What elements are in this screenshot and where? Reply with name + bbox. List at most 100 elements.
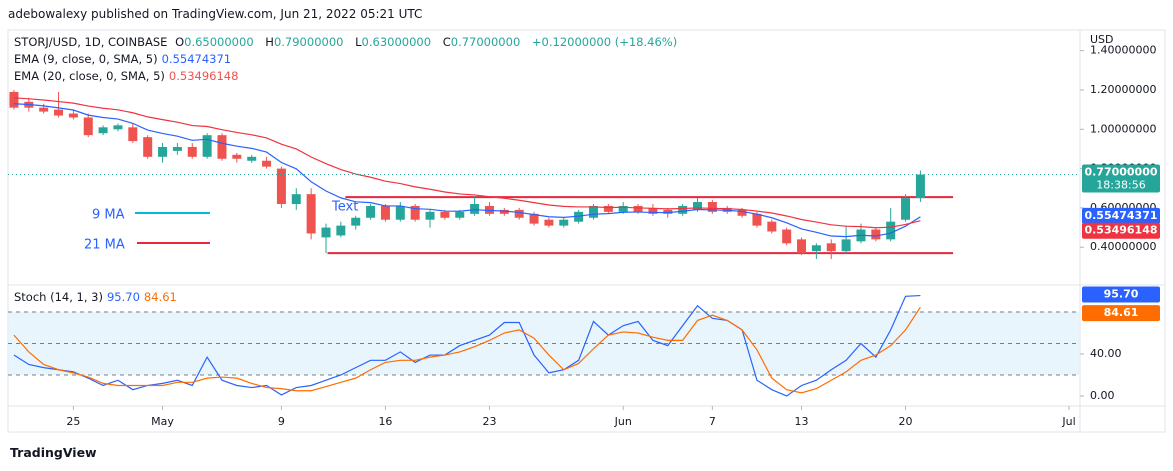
ema20-legend: EMA (20, close, 0, SMA, 5) 0.53496148 [14,69,242,83]
candle-body [128,127,138,142]
candle-body [826,243,836,252]
candle-body [499,209,509,214]
last-price-tag-bg [1082,164,1160,193]
ema-name: EMA (9, close, 0, SMA, 5) [14,52,158,66]
ohlc-key: L [355,35,362,49]
y-tick-label: 1.20000000 [1090,83,1156,96]
candle-body [544,219,554,226]
stoch-legend: Stoch (14, 1, 3) 95.70 84.61 [14,290,181,304]
candle-body [262,160,272,167]
x-tick-label: 23 [482,415,496,428]
candle-body [752,213,762,226]
x-tick-label: Jul [1061,415,1075,428]
candle-body [603,205,613,212]
ema-value: 0.55474371 [161,52,232,66]
candle-body [648,207,658,214]
candle-body [410,205,420,220]
x-tick-label: 13 [795,415,809,428]
x-tick-label: 7 [709,415,716,428]
stoch-line [13,294,921,397]
ohlc-value: 0.79000000 [273,35,344,49]
ohlc-key: O [175,35,185,49]
ohlc-l: L0.63000000 [355,35,435,49]
candle-body [351,217,361,226]
stoch-tag-bg [1082,305,1160,322]
frame [7,29,1166,433]
candle-body [247,156,257,161]
ohlc-value: 0.63000000 [361,35,432,49]
ema-value: 0.53496148 [168,69,239,83]
candle-body [9,91,19,108]
candle-body [529,213,539,224]
candle-body [380,205,390,220]
ohlc-h: H0.79000000 [265,35,347,49]
ema-name: EMA (20, close, 0, SMA, 5) [14,69,165,83]
ohlc-key: C [442,35,451,49]
stoch-tag: 84.61 [1104,306,1139,319]
candle-body [158,146,168,157]
candle-body [83,117,93,136]
candle-body [707,202,717,212]
stoch-k: 95.70 [106,290,140,304]
ema-tag-bg [1082,222,1160,239]
y-tick-label: 1.40000000 [1090,44,1156,57]
stoch-line [13,306,921,394]
candle-body [217,135,227,159]
ohlc-key: H [265,35,274,49]
x-tick-label: 20 [899,415,913,428]
candle-body [767,221,777,232]
last-price-tag-sub: 18:38:56 [1096,178,1145,191]
footer-logo: TradingView [10,445,97,460]
candle-body [782,229,792,244]
candle-body [306,194,316,234]
x-tick-label: May [151,415,174,428]
stoch-tag: 95.70 [1104,288,1139,301]
candle-body [425,211,435,220]
candle-body [172,146,182,151]
x-tick-label: 25 [66,415,80,428]
annotation-21ma: 21 MA [84,238,125,253]
x-tick-label: 9 [278,415,285,428]
candle-body [678,205,688,214]
ohlc-value: 0.65000000 [184,35,254,49]
x-tick-label: 16 [378,415,392,428]
currency: USD [1090,33,1114,46]
y-tick-label: 1.00000000 [1090,122,1156,135]
candle-body [113,125,123,130]
candle-body [811,245,821,252]
ohlc-c: C0.77000000 [443,35,525,49]
candle-body [618,205,628,212]
y-tick-label: 0.40000000 [1090,240,1156,253]
candle-body [143,137,153,157]
candle-body [187,146,197,157]
candle-body [68,113,78,118]
stoch-name: Stoch (14, 1, 3) [14,290,103,304]
stoch-d: 84.61 [143,290,177,304]
candle-body [633,205,643,212]
candle-body [737,209,747,216]
candle-body [871,229,881,240]
candle-body [514,209,524,218]
candle-body [54,109,64,116]
candle-body [395,205,405,220]
candle-body [588,205,598,218]
candle-body [455,211,465,218]
ema-tag: 0.53496148 [1084,224,1157,237]
publish-note: adebowalexy published on TradingView.com… [8,7,423,21]
y-tick-label: 40.00 [1090,347,1122,360]
main-legend: STORJ/USD, 1D, COINBASE O0.65000000 H0.7… [14,35,681,49]
candle-body [232,154,242,159]
x-tick-label: Jun [614,415,632,428]
ohlc-o: O0.65000000 [175,35,258,49]
candle-body [98,127,108,134]
candle-body [470,203,480,214]
candle-body [440,211,450,218]
ema-tag: 0.55474371 [1084,209,1157,222]
last-price-tag: 0.77000000 [1084,165,1157,178]
candle-body [901,198,911,220]
ema-tag-bg [1082,207,1160,224]
candle-body [276,168,286,204]
candle-body [663,209,673,214]
